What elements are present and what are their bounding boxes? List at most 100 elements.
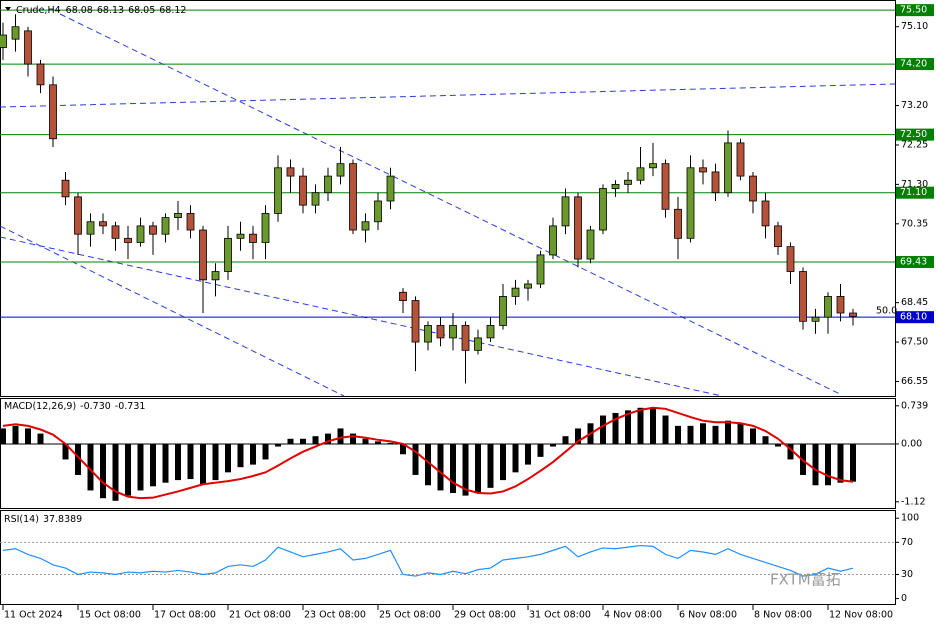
candle-body (474, 337, 482, 351)
macd-chart: 0.739 0.00 -1.12 (0, 400, 928, 507)
y-tick-label: -1.12 (901, 496, 926, 507)
histogram-bar (325, 433, 331, 444)
header-value: 68.12 (159, 5, 186, 16)
level-label-box (896, 58, 934, 71)
candle-body (236, 233, 245, 239)
candle-body (36, 63, 45, 86)
candle-body (699, 167, 707, 173)
header-value: 37.8389 (43, 514, 82, 525)
y-tick-label: 73.20 (901, 100, 928, 111)
histogram-bar (187, 443, 194, 480)
x-tick-label: 25 Oct 08:00 (379, 610, 441, 621)
histogram-bar (600, 415, 606, 444)
candle-body (811, 316, 820, 322)
histogram-bar (300, 438, 306, 444)
level-label-box (896, 255, 934, 268)
histogram-bar (562, 436, 569, 444)
x-tick-label: 23 Oct 08:00 (304, 610, 366, 621)
price-header: Crude,H4 68.08 68.13 68.05 68.12 (16, 5, 186, 16)
candle-body (274, 167, 282, 214)
histogram-bar (25, 428, 31, 444)
histogram-bar (725, 420, 731, 444)
histogram-bar (512, 443, 519, 473)
rsi-chart: 100 70 30 0 (0, 513, 919, 604)
x-tick-label: 8 Nov 08:00 (754, 610, 812, 621)
candle-body (411, 300, 420, 343)
y-tick-label: 0.739 (901, 400, 928, 411)
histogram-bar (212, 443, 219, 481)
level-label: 72.50 (900, 129, 927, 140)
histogram-bar (387, 442, 394, 444)
histogram-bar (750, 428, 756, 444)
histogram-bar (662, 415, 669, 444)
histogram-bar (675, 425, 681, 444)
histogram-bar (12, 425, 19, 444)
candle-body (336, 163, 345, 177)
histogram-bar (0, 428, 6, 444)
candle-body (499, 296, 507, 326)
trend-line (59, 13, 843, 396)
candle-body (224, 237, 232, 272)
candle-body (0, 34, 7, 48)
price-panel (0, 0, 896, 397)
candle-body (124, 237, 132, 243)
candle-body (561, 196, 570, 227)
candle-body (374, 200, 382, 223)
trend-line (0, 225, 345, 397)
histogram-bar (700, 423, 706, 444)
histogram-bar (250, 443, 256, 465)
histogram-bar (475, 443, 481, 494)
histogram-bar (762, 436, 769, 444)
candle-body (99, 221, 107, 227)
candle-body (286, 167, 295, 177)
histogram-bar (650, 407, 656, 444)
candle-body (686, 167, 695, 239)
histogram-bar (62, 443, 69, 460)
candle-body (849, 312, 857, 317)
x-tick-label: 29 Oct 08:00 (454, 610, 516, 621)
y-tick-label: 68.45 (901, 297, 928, 308)
y-tick-label: 100 (901, 513, 919, 524)
candle-body (711, 171, 720, 194)
price-chart: 75.10 73.20 72.25 71.30 70.35 68.45 67.50 66.55… (0, 4, 934, 387)
y-tick-label: 75.10 (901, 21, 928, 32)
histogram-bar (162, 443, 169, 483)
header-value: -0.730 (80, 401, 111, 412)
candle-body (549, 225, 557, 256)
x-tick-label: 12 Nov 08:00 (829, 610, 893, 621)
indicator-label: MACD(12,26,9) (4, 401, 76, 412)
candle-body (111, 225, 120, 239)
histogram-bar (500, 443, 506, 481)
candle-body (524, 283, 532, 289)
candle-body (599, 188, 607, 231)
histogram-bar (775, 443, 781, 447)
candle-body (774, 225, 782, 248)
histogram-bar (75, 443, 81, 475)
menu-arrow[interactable] (5, 7, 11, 11)
candle-body (61, 179, 70, 198)
histogram-bar (712, 425, 719, 444)
histogram-bar (850, 443, 856, 482)
histogram-bar (312, 436, 319, 444)
candle-body (586, 229, 595, 260)
candle-body (574, 196, 582, 260)
annotation: 50.0 (876, 306, 897, 317)
header-value: 68.13 (97, 5, 124, 16)
macd-header: MACD(12,26,9) -0.730 -0.731 (4, 401, 145, 412)
candle-body (636, 167, 645, 181)
histogram-bar (137, 443, 144, 491)
candle-body (424, 325, 432, 343)
y-tick-label: 70.35 (901, 218, 928, 229)
candle-body (349, 163, 357, 231)
histogram-bar (362, 438, 369, 444)
histogram-bar (787, 443, 794, 460)
signal-line (2, 406, 854, 500)
y-tick-label: 30 (901, 569, 913, 580)
candle-body (161, 217, 170, 235)
histogram-bar (412, 443, 419, 475)
candle-body (674, 208, 682, 239)
macd-panel (0, 398, 896, 509)
level-label-box (896, 4, 934, 17)
